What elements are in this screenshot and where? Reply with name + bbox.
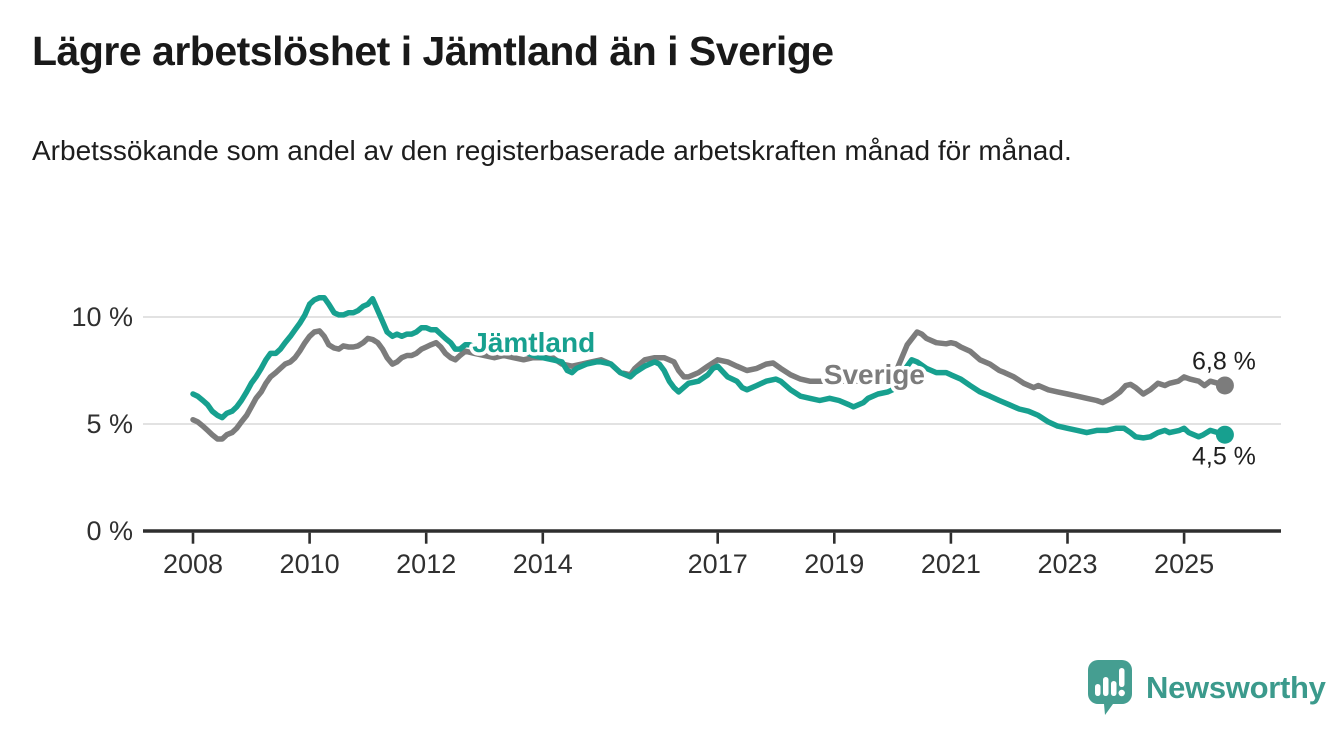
end-value-label: 6,8 % xyxy=(1192,347,1256,375)
x-tick-label: 2023 xyxy=(1037,549,1097,579)
series-inline-label: Sverige xyxy=(824,359,925,390)
x-tick-label: 2019 xyxy=(804,549,864,579)
x-tick-label: 2014 xyxy=(513,549,573,579)
end-value-label: 4,5 % xyxy=(1192,443,1256,471)
end-dot-sverige xyxy=(1215,376,1234,395)
brand-footer: Newsworthy xyxy=(1086,658,1326,716)
brand-name: Newsworthy xyxy=(1146,670,1326,705)
page-subtitle: Arbetssökande som andel av den registerb… xyxy=(32,135,1072,166)
series-line-jämtland xyxy=(190,294,1228,441)
y-tick-label: 0 % xyxy=(86,516,133,546)
x-tick-label: 2017 xyxy=(688,549,748,579)
end-dot-jämtland xyxy=(1215,425,1234,444)
line-chart: 0 % 5 % 10 % 2008 2010 2012 2014 2017 2019 2021 20… xyxy=(71,294,1281,579)
series-line-sverige xyxy=(190,328,1228,442)
x-tick-label: 2021 xyxy=(921,549,981,579)
x-tick-label: 2010 xyxy=(280,549,340,579)
x-tick-label: 2025 xyxy=(1154,549,1214,579)
page-title: Lägre arbetslöshet i Jämtland än i Sveri… xyxy=(32,28,834,74)
series-inline-label: Jämtland xyxy=(472,327,595,358)
x-tick-label: 2012 xyxy=(396,549,456,579)
x-tick-label: 2008 xyxy=(163,549,223,579)
newsworthy-logo-icon xyxy=(1088,660,1132,715)
y-tick-label: 10 % xyxy=(71,302,133,332)
y-tick-label: 5 % xyxy=(86,409,133,439)
